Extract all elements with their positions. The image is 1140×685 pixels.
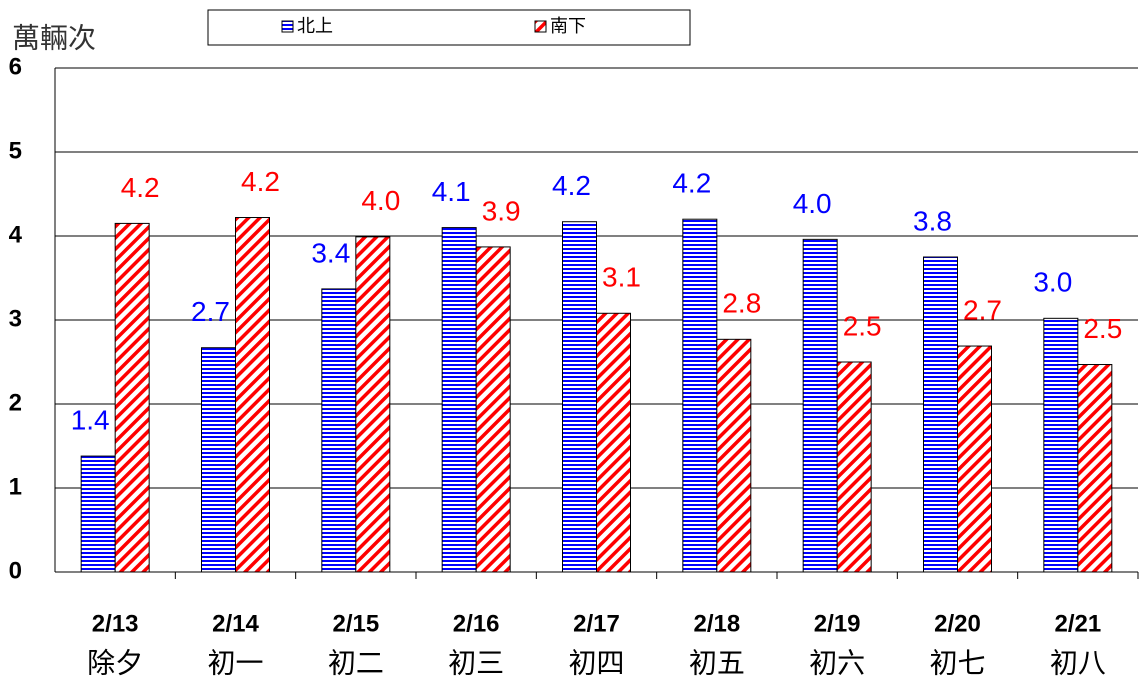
data-label: 3.8 (913, 205, 952, 236)
y-tick-label: 4 (9, 221, 23, 248)
data-label: 4.2 (241, 166, 280, 197)
y-tick-label: 2 (9, 389, 22, 416)
legend-swatch (281, 20, 294, 33)
x-tick-label: 2/14 (212, 610, 259, 637)
bar (957, 345, 992, 573)
data-label: 2.8 (722, 288, 761, 319)
data-label: 4.0 (793, 188, 832, 219)
bar (682, 218, 718, 573)
bar (1043, 317, 1079, 573)
data-label: 4.2 (552, 170, 591, 201)
x-tick-sublabel: 初六 (809, 647, 865, 680)
x-tick-label: 2/17 (573, 610, 620, 637)
data-label: 4.0 (361, 185, 400, 216)
data-label: 3.4 (311, 237, 350, 268)
bar (802, 238, 838, 573)
x-tick-sublabel: 初八 (1050, 647, 1106, 680)
legend-swatch (534, 20, 547, 33)
bar (235, 217, 270, 573)
legend-label: 南下 (550, 16, 586, 36)
bar (441, 227, 477, 573)
data-label: 4.1 (432, 176, 471, 207)
x-tick-sublabel: 初五 (689, 647, 745, 680)
x-tick-label: 2/16 (453, 610, 500, 637)
data-label: 3.1 (602, 262, 641, 293)
x-tick-sublabel: 初二 (328, 647, 384, 680)
bar (716, 338, 752, 573)
bar (114, 222, 150, 573)
data-label: 1.4 (71, 404, 110, 435)
y-axis-label: 萬輛次 (12, 22, 96, 55)
x-tick-sublabel: 除夕 (87, 647, 143, 680)
x-tick-label: 2/20 (934, 610, 981, 637)
bar (201, 347, 236, 573)
data-label: 4.2 (672, 168, 711, 199)
data-label: 2.7 (963, 294, 1002, 325)
x-tick-label: 2/21 (1054, 610, 1101, 637)
y-tick-label: 1 (9, 473, 22, 500)
y-tick-label: 6 (9, 53, 22, 80)
data-label: 2.5 (843, 310, 882, 341)
y-tick-label: 0 (9, 557, 22, 584)
legend-label: 北上 (297, 16, 333, 36)
x-tick-sublabel: 初三 (448, 647, 504, 680)
data-label: 2.5 (1083, 313, 1122, 344)
data-label: 2.7 (191, 296, 230, 327)
x-tick-label: 2/18 (693, 610, 740, 637)
x-tick-sublabel: 初七 (929, 647, 985, 680)
x-tick-label: 2/13 (92, 610, 139, 637)
bar (475, 246, 511, 573)
legend-box (207, 9, 691, 46)
x-tick-sublabel: 初四 (568, 647, 624, 680)
y-tick-label: 5 (9, 137, 22, 164)
bar (596, 312, 631, 573)
bar (562, 221, 597, 573)
data-label: 3.0 (1033, 267, 1072, 298)
data-label: 3.9 (482, 195, 521, 226)
data-label: 4.2 (121, 172, 160, 203)
y-tick-label: 3 (9, 305, 22, 332)
x-tick-sublabel: 初一 (207, 647, 263, 680)
bar (923, 256, 958, 573)
x-tick-label: 2/15 (332, 610, 379, 637)
bar (80, 455, 116, 573)
x-tick-label: 2/19 (814, 610, 861, 637)
bar (1077, 364, 1113, 573)
bar (321, 288, 357, 573)
bar (355, 236, 391, 573)
bar (836, 361, 872, 573)
